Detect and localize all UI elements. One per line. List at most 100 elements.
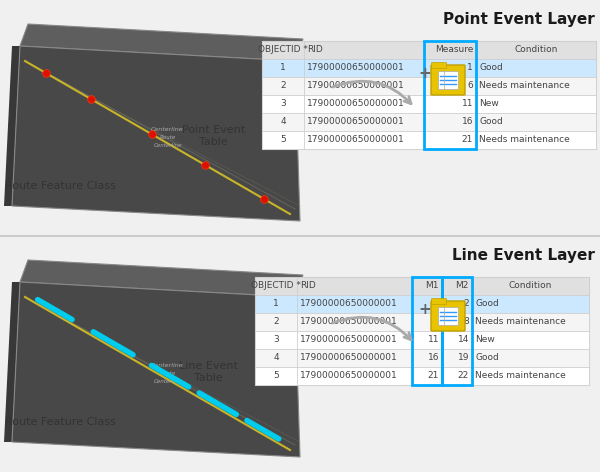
Text: 19: 19	[458, 354, 469, 362]
Bar	[476, 131, 596, 149]
Text: 8: 8	[463, 318, 469, 327]
Bar	[304, 41, 424, 59]
Text: RID: RID	[307, 45, 323, 54]
FancyArrowPatch shape	[332, 317, 411, 340]
Bar	[297, 349, 412, 367]
Text: Condition: Condition	[514, 45, 557, 54]
Text: Line Event
Table: Line Event Table	[179, 361, 238, 383]
Bar	[262, 131, 304, 149]
Text: 17900000650000001: 17900000650000001	[300, 300, 398, 309]
Bar	[412, 295, 442, 313]
Bar	[442, 295, 472, 313]
Text: 3: 3	[280, 100, 286, 109]
Bar	[424, 113, 476, 131]
Text: 3: 3	[273, 336, 279, 345]
Text: 17900000650000001: 17900000650000001	[300, 354, 398, 362]
Bar	[424, 95, 476, 113]
Text: RID: RID	[300, 281, 316, 290]
Bar	[442, 331, 472, 349]
Text: Route: Route	[160, 371, 176, 376]
Text: 1: 1	[467, 64, 473, 73]
Bar	[262, 41, 304, 59]
FancyArrowPatch shape	[332, 81, 411, 104]
Bar	[297, 367, 412, 385]
Text: Centerline: Centerline	[151, 363, 184, 368]
Text: 4: 4	[280, 118, 286, 126]
Text: 16: 16	[427, 354, 439, 362]
Text: 5: 5	[280, 135, 286, 144]
Text: Dynamic
Segmentation: Dynamic Segmentation	[490, 296, 569, 318]
Text: 17900000650000001: 17900000650000001	[307, 100, 405, 109]
Polygon shape	[4, 46, 20, 206]
Bar	[472, 349, 589, 367]
Text: Point Event Layer: Point Event Layer	[443, 12, 595, 27]
Text: Line Event Layer: Line Event Layer	[452, 248, 595, 263]
Bar	[297, 295, 412, 313]
FancyBboxPatch shape	[431, 65, 465, 95]
Text: 17900000650000001: 17900000650000001	[307, 64, 405, 73]
Text: Centerline: Centerline	[151, 127, 184, 132]
Text: 2: 2	[280, 82, 286, 91]
Bar	[476, 113, 596, 131]
Bar	[424, 77, 476, 95]
Text: 11: 11	[427, 336, 439, 345]
Text: 17900000650000001: 17900000650000001	[300, 318, 398, 327]
Bar	[297, 313, 412, 331]
FancyBboxPatch shape	[431, 62, 446, 68]
Bar	[262, 113, 304, 131]
Text: 17900000650000001: 17900000650000001	[300, 371, 398, 380]
Polygon shape	[12, 46, 300, 221]
Text: Needs maintenance: Needs maintenance	[479, 135, 570, 144]
Bar	[262, 95, 304, 113]
Text: 6: 6	[433, 318, 439, 327]
Text: 17900000650000001: 17900000650000001	[307, 118, 405, 126]
Text: 14: 14	[458, 336, 469, 345]
Bar	[442, 367, 472, 385]
Text: +: +	[419, 67, 431, 82]
Bar	[304, 113, 424, 131]
Text: OBJECTID *: OBJECTID *	[258, 45, 308, 54]
Text: 17900000650000001: 17900000650000001	[307, 135, 405, 144]
Text: 21: 21	[461, 135, 473, 144]
Text: 16: 16	[461, 118, 473, 126]
Text: 22: 22	[458, 371, 469, 380]
Bar	[412, 313, 442, 331]
Bar	[438, 307, 458, 325]
Text: M1: M1	[425, 281, 439, 290]
Text: New: New	[479, 100, 499, 109]
Text: Good: Good	[479, 64, 503, 73]
Bar	[255, 367, 297, 385]
Bar	[424, 131, 476, 149]
Text: 2: 2	[463, 300, 469, 309]
Polygon shape	[12, 282, 300, 457]
Text: +: +	[419, 303, 431, 318]
Text: Point Event
Table: Point Event Table	[182, 125, 245, 147]
Bar	[262, 41, 596, 149]
Text: OBJECTID *: OBJECTID *	[251, 281, 301, 290]
Bar	[255, 349, 297, 367]
Bar	[255, 313, 297, 331]
Polygon shape	[4, 282, 20, 442]
Bar	[304, 95, 424, 113]
Bar	[472, 313, 589, 331]
Bar	[412, 277, 442, 385]
Text: 17900000650000001: 17900000650000001	[307, 82, 405, 91]
Bar	[412, 277, 442, 295]
Text: 17900000650000001: 17900000650000001	[300, 336, 398, 345]
Bar	[255, 277, 297, 295]
Polygon shape	[20, 24, 303, 61]
Bar	[297, 277, 412, 295]
Bar	[472, 295, 589, 313]
Text: Condition: Condition	[509, 281, 552, 290]
Bar	[476, 59, 596, 77]
Text: 21: 21	[428, 371, 439, 380]
Text: 1: 1	[273, 300, 279, 309]
Bar	[442, 313, 472, 331]
Text: M2: M2	[455, 281, 469, 290]
Bar	[304, 131, 424, 149]
Text: Measure: Measure	[434, 45, 473, 54]
Text: 4: 4	[273, 354, 279, 362]
Bar	[476, 77, 596, 95]
Bar	[304, 59, 424, 77]
Bar	[442, 277, 472, 295]
